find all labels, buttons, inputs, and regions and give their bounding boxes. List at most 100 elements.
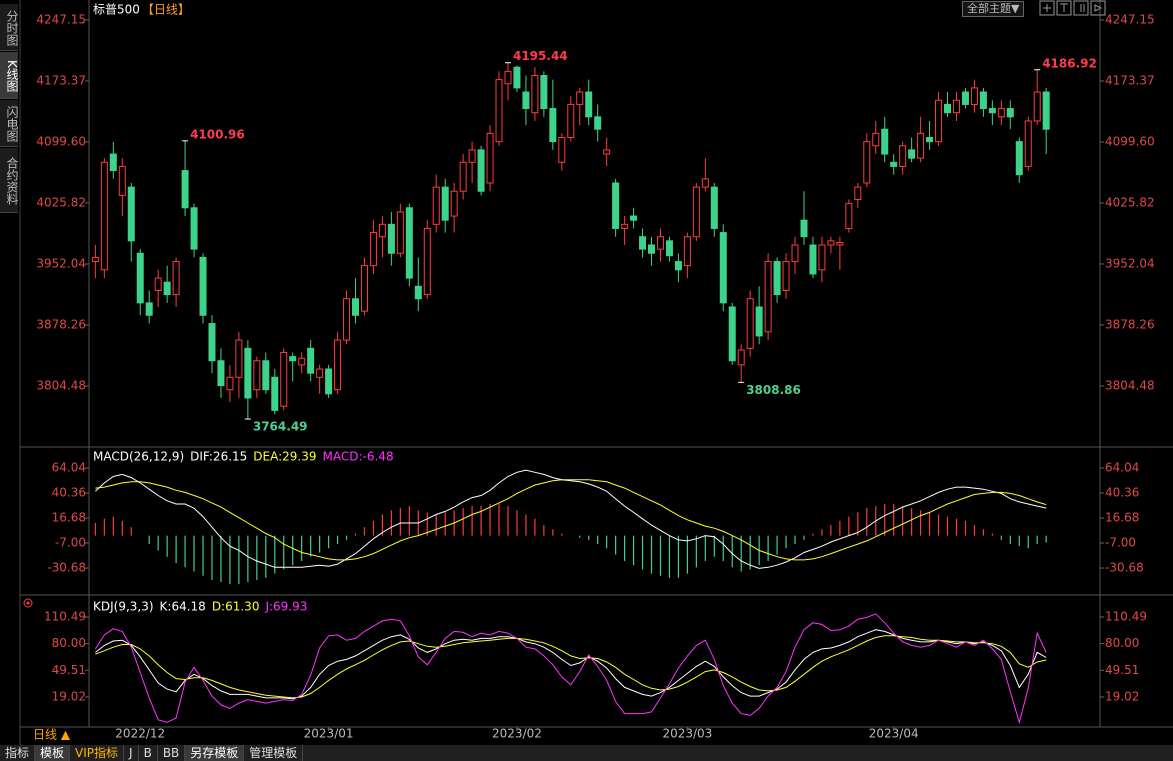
theme-button[interactable]: 全部主题▼ (962, 1, 1025, 17)
sidebar-tab[interactable]: 合约资料 (0, 148, 19, 213)
candle-body (334, 339, 342, 391)
tab[interactable]: 管理模板 (244, 745, 304, 761)
candle-body (674, 261, 682, 271)
header-text: K:64.18 (160, 600, 206, 614)
candle-body (630, 215, 638, 221)
y-tick-label: 40.36 (1105, 486, 1139, 500)
candle-body (459, 161, 467, 192)
candle-body (827, 240, 835, 246)
candle-body (343, 298, 351, 341)
candle-body (701, 178, 709, 188)
tab[interactable]: VIP指标 (70, 745, 125, 761)
candle-body (692, 186, 700, 238)
candle-body (710, 186, 718, 229)
tab-bar: 指标 模板 VIP指标 J B BB 另存模板 管理模板 (0, 745, 1173, 761)
tab[interactable]: 另存模板 (185, 745, 245, 761)
y-tick-label: 3952.04 (36, 256, 86, 270)
candle-body (244, 347, 252, 399)
tab[interactable]: J (124, 745, 139, 761)
candle-body (163, 281, 171, 296)
panel-icon (26, 601, 30, 605)
y-tick-label: 110.49 (44, 609, 86, 623)
period-label[interactable]: 日线 ▲ (33, 728, 71, 742)
candle-body (621, 223, 629, 229)
candle-body (935, 99, 943, 143)
header-text: DIF:26.15 (190, 450, 247, 464)
panel-icon[interactable] (23, 598, 33, 608)
candle-body (639, 236, 647, 250)
sidebar-tab[interactable]: 闪电图 (0, 100, 19, 147)
tab[interactable]: 指标 (0, 745, 36, 761)
candle-body (970, 87, 978, 105)
icon-button[interactable] (1073, 0, 1089, 16)
y-tick-label: 49.51 (52, 663, 86, 677)
candle-body (881, 128, 889, 155)
tab[interactable]: B (139, 745, 158, 761)
candle-body (253, 360, 261, 391)
candle-body (226, 376, 234, 391)
candle-body (325, 368, 333, 395)
candle-body (603, 149, 611, 155)
candle-body (181, 170, 189, 209)
y-tick-label: 4025.82 (36, 195, 86, 209)
candle-body (1024, 120, 1032, 167)
x-tick-label: 2023/02 (492, 727, 542, 741)
candle-body (1006, 108, 1014, 118)
high-label: 4100.96 (190, 127, 245, 141)
candle-body (369, 232, 377, 267)
tab[interactable]: 模板 (35, 745, 71, 761)
candle-body (208, 323, 216, 362)
candle-body (199, 256, 207, 316)
candle-body (746, 298, 754, 349)
candle-body (728, 306, 736, 362)
icon-button[interactable] (1056, 0, 1072, 16)
candle-body (818, 244, 826, 271)
candle-body (1033, 91, 1041, 122)
candle-body (136, 252, 144, 304)
tab[interactable]: BB (158, 745, 186, 761)
candle-body (549, 108, 557, 143)
candle-body (414, 285, 422, 300)
y-tick-label: 3804.48 (1105, 378, 1155, 392)
candle-body (262, 360, 270, 391)
y-tick-label: 40.36 (52, 486, 86, 500)
candle-body (486, 132, 494, 184)
candle-body (612, 182, 620, 229)
window-icons (1039, 0, 1106, 16)
sidebar-tab[interactable]: 分时图 (0, 4, 19, 51)
x-tick-label: 2023/04 (869, 727, 919, 741)
candle-body (845, 203, 853, 229)
sidebar-tab[interactable]: K线图 (0, 52, 19, 99)
candle-body (665, 240, 673, 257)
y-tick-label: -30.68 (47, 561, 86, 575)
candle-body (791, 244, 799, 263)
candle-body (737, 349, 745, 366)
y-tick-label: 49.51 (1105, 663, 1139, 677)
x-tick-label: 2023/01 (304, 727, 354, 741)
icon-button[interactable] (1090, 0, 1106, 16)
candle-body (468, 149, 476, 163)
candle-body (352, 298, 360, 316)
candle-body (522, 91, 530, 110)
candle-body (100, 161, 108, 271)
chart-title: 标普500 (93, 3, 140, 17)
candle-body (396, 211, 404, 254)
y-tick-label: 4173.37 (36, 73, 86, 87)
y-tick-label: -30.68 (1105, 561, 1144, 575)
indicator-line (95, 629, 1047, 700)
y-tick-label: -7.00 (55, 536, 86, 550)
indicator-line (94, 613, 1047, 725)
candle-body (773, 261, 781, 296)
candle-body (854, 186, 862, 201)
candle-body (504, 70, 512, 85)
candle-body (988, 108, 996, 114)
low-label: 3808.86 (746, 383, 801, 397)
y-tick-label: 19.02 (1105, 689, 1139, 703)
y-tick-label: 16.68 (1105, 511, 1139, 525)
y-tick-label: 80.00 (52, 636, 86, 650)
icon-glyph (1043, 3, 1103, 12)
y-tick-label: 3878.26 (1105, 317, 1155, 331)
candle-body (495, 79, 503, 143)
icon-button[interactable] (1039, 0, 1055, 16)
candle-body (899, 145, 907, 167)
